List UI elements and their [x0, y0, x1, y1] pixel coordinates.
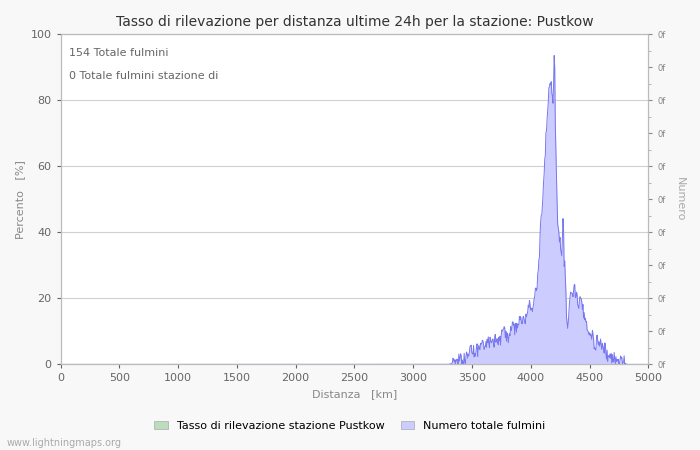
Y-axis label: Numero: Numero [675, 177, 685, 221]
Y-axis label: Percento   [%]: Percento [%] [15, 160, 25, 239]
X-axis label: Distanza   [km]: Distanza [km] [312, 389, 397, 399]
Text: 154 Totale fulmini: 154 Totale fulmini [69, 48, 169, 58]
Text: www.lightningmaps.org: www.lightningmaps.org [7, 438, 122, 448]
Text: 0 Totale fulmini stazione di: 0 Totale fulmini stazione di [69, 71, 219, 81]
Title: Tasso di rilevazione per distanza ultime 24h per la stazione: Pustkow: Tasso di rilevazione per distanza ultime… [116, 15, 593, 29]
Legend: Tasso di rilevazione stazione Pustkow, Numero totale fulmini: Tasso di rilevazione stazione Pustkow, N… [150, 417, 550, 436]
